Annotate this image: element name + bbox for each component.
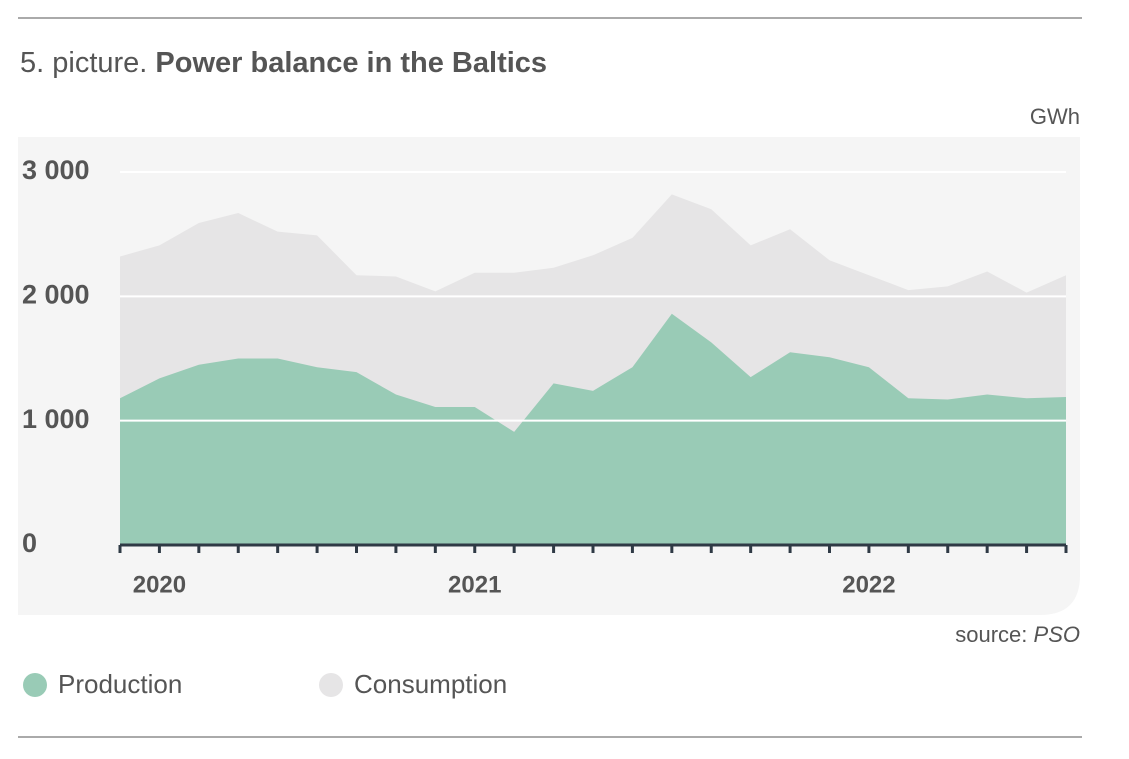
x-tick-label: 2021 <box>448 571 501 598</box>
source: source: PSO <box>955 622 1080 647</box>
y-tick-label: 3 000 <box>22 155 90 185</box>
source-label: source: <box>955 622 1027 647</box>
chart-title: 5. picture. Power balance in the Baltics <box>20 47 547 79</box>
legend-label: Consumption <box>354 669 507 699</box>
x-tick-label: 2022 <box>842 571 895 598</box>
y-tick-label: 0 <box>22 528 37 558</box>
source-name: PSO <box>1034 622 1080 647</box>
legend-swatch <box>23 673 47 697</box>
legend: Production Consumption <box>23 669 507 699</box>
area <box>120 313 1066 545</box>
legend-swatch <box>319 673 343 697</box>
legend-label: Production <box>58 669 182 699</box>
x-tick-label: 2020 <box>133 571 186 598</box>
plot: 0 1 000 2 000 3 000 2020 2021 2022 <box>22 155 1068 598</box>
title-text: Power balance in the Baltics <box>155 47 547 79</box>
y-tick-label: 2 000 <box>22 279 90 309</box>
title-number: 5. picture. <box>20 47 147 79</box>
unit-label: GWh <box>1030 104 1080 129</box>
y-tick-label: 1 000 <box>22 404 90 434</box>
